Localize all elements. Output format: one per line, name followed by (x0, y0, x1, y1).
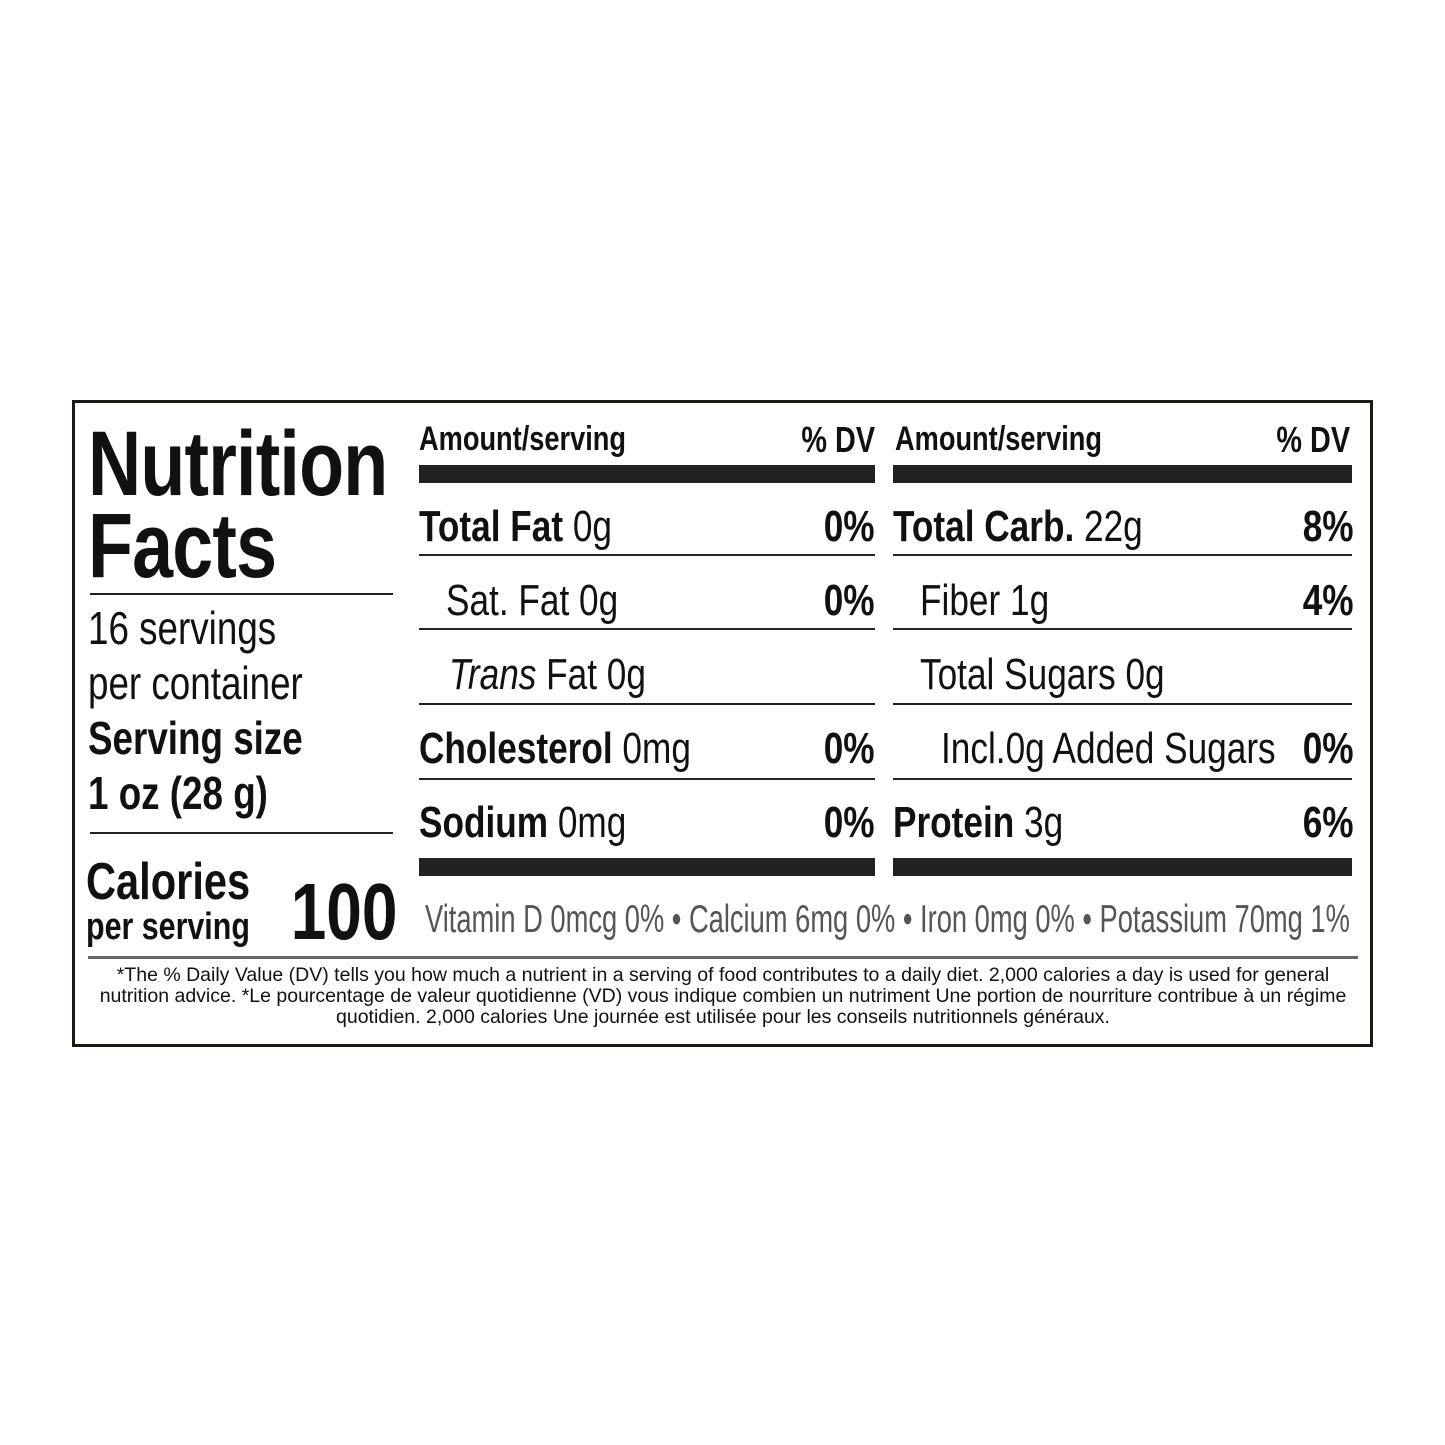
calories-per-serving-label: per serving (86, 906, 250, 948)
nutrient-row-cholesterol: Cholesterol 0mg 0% (419, 724, 875, 773)
nutrient-row-total-fat: Total Fat 0g 0% (419, 502, 875, 551)
serving-size-value: 1 oz (28 g) (88, 767, 268, 819)
serving-size-label: Serving size (88, 712, 303, 764)
vitamins-minerals: Vitamin D 0mcg 0% • Calcium 6mg 0% • Iro… (425, 898, 1350, 941)
nutrient-row-sodium: Sodium 0mg 0% (419, 798, 875, 847)
right-dv-header: % DV (1276, 419, 1350, 460)
nutrient-row-total-carb: Total Carb. 22g 8% (893, 502, 1354, 551)
nutrient-row-protein: Protein 3g 6% (893, 798, 1354, 847)
thick-bar (419, 465, 875, 483)
title-nutrition: Nutrition (88, 413, 388, 515)
nutrient-row-fiber: Fiber 1g 4% (920, 576, 1354, 625)
nutrient-row-total-sugars: Total Sugars 0g (920, 650, 1165, 699)
thick-bar (893, 465, 1352, 483)
title-facts: Facts (88, 495, 277, 597)
thick-bar (893, 858, 1352, 876)
servings-per-container: 16 servings (88, 602, 277, 654)
divider (88, 956, 1358, 959)
left-dv-header: % DV (801, 419, 875, 460)
left-amount-header: Amount/serving (419, 420, 627, 458)
thick-bar (419, 858, 875, 876)
nutrient-row-added-sugars: Incl.0g Added Sugars 0% (941, 724, 1354, 773)
servings-per-container-line2: per container (88, 657, 303, 709)
daily-value-footnote: *The % Daily Value (DV) tells you how mu… (99, 964, 1347, 1028)
calories-value: 100 (290, 867, 397, 956)
nutrition-facts-panel (72, 400, 1373, 1047)
calories-label: Calories (86, 853, 251, 911)
right-amount-header: Amount/serving (895, 420, 1103, 458)
nutrient-row-sat-fat: Sat. Fat 0g 0% (446, 576, 875, 625)
divider (90, 832, 393, 834)
divider (90, 593, 393, 595)
nutrient-row-trans-fat: Trans Fat 0g (449, 650, 646, 699)
